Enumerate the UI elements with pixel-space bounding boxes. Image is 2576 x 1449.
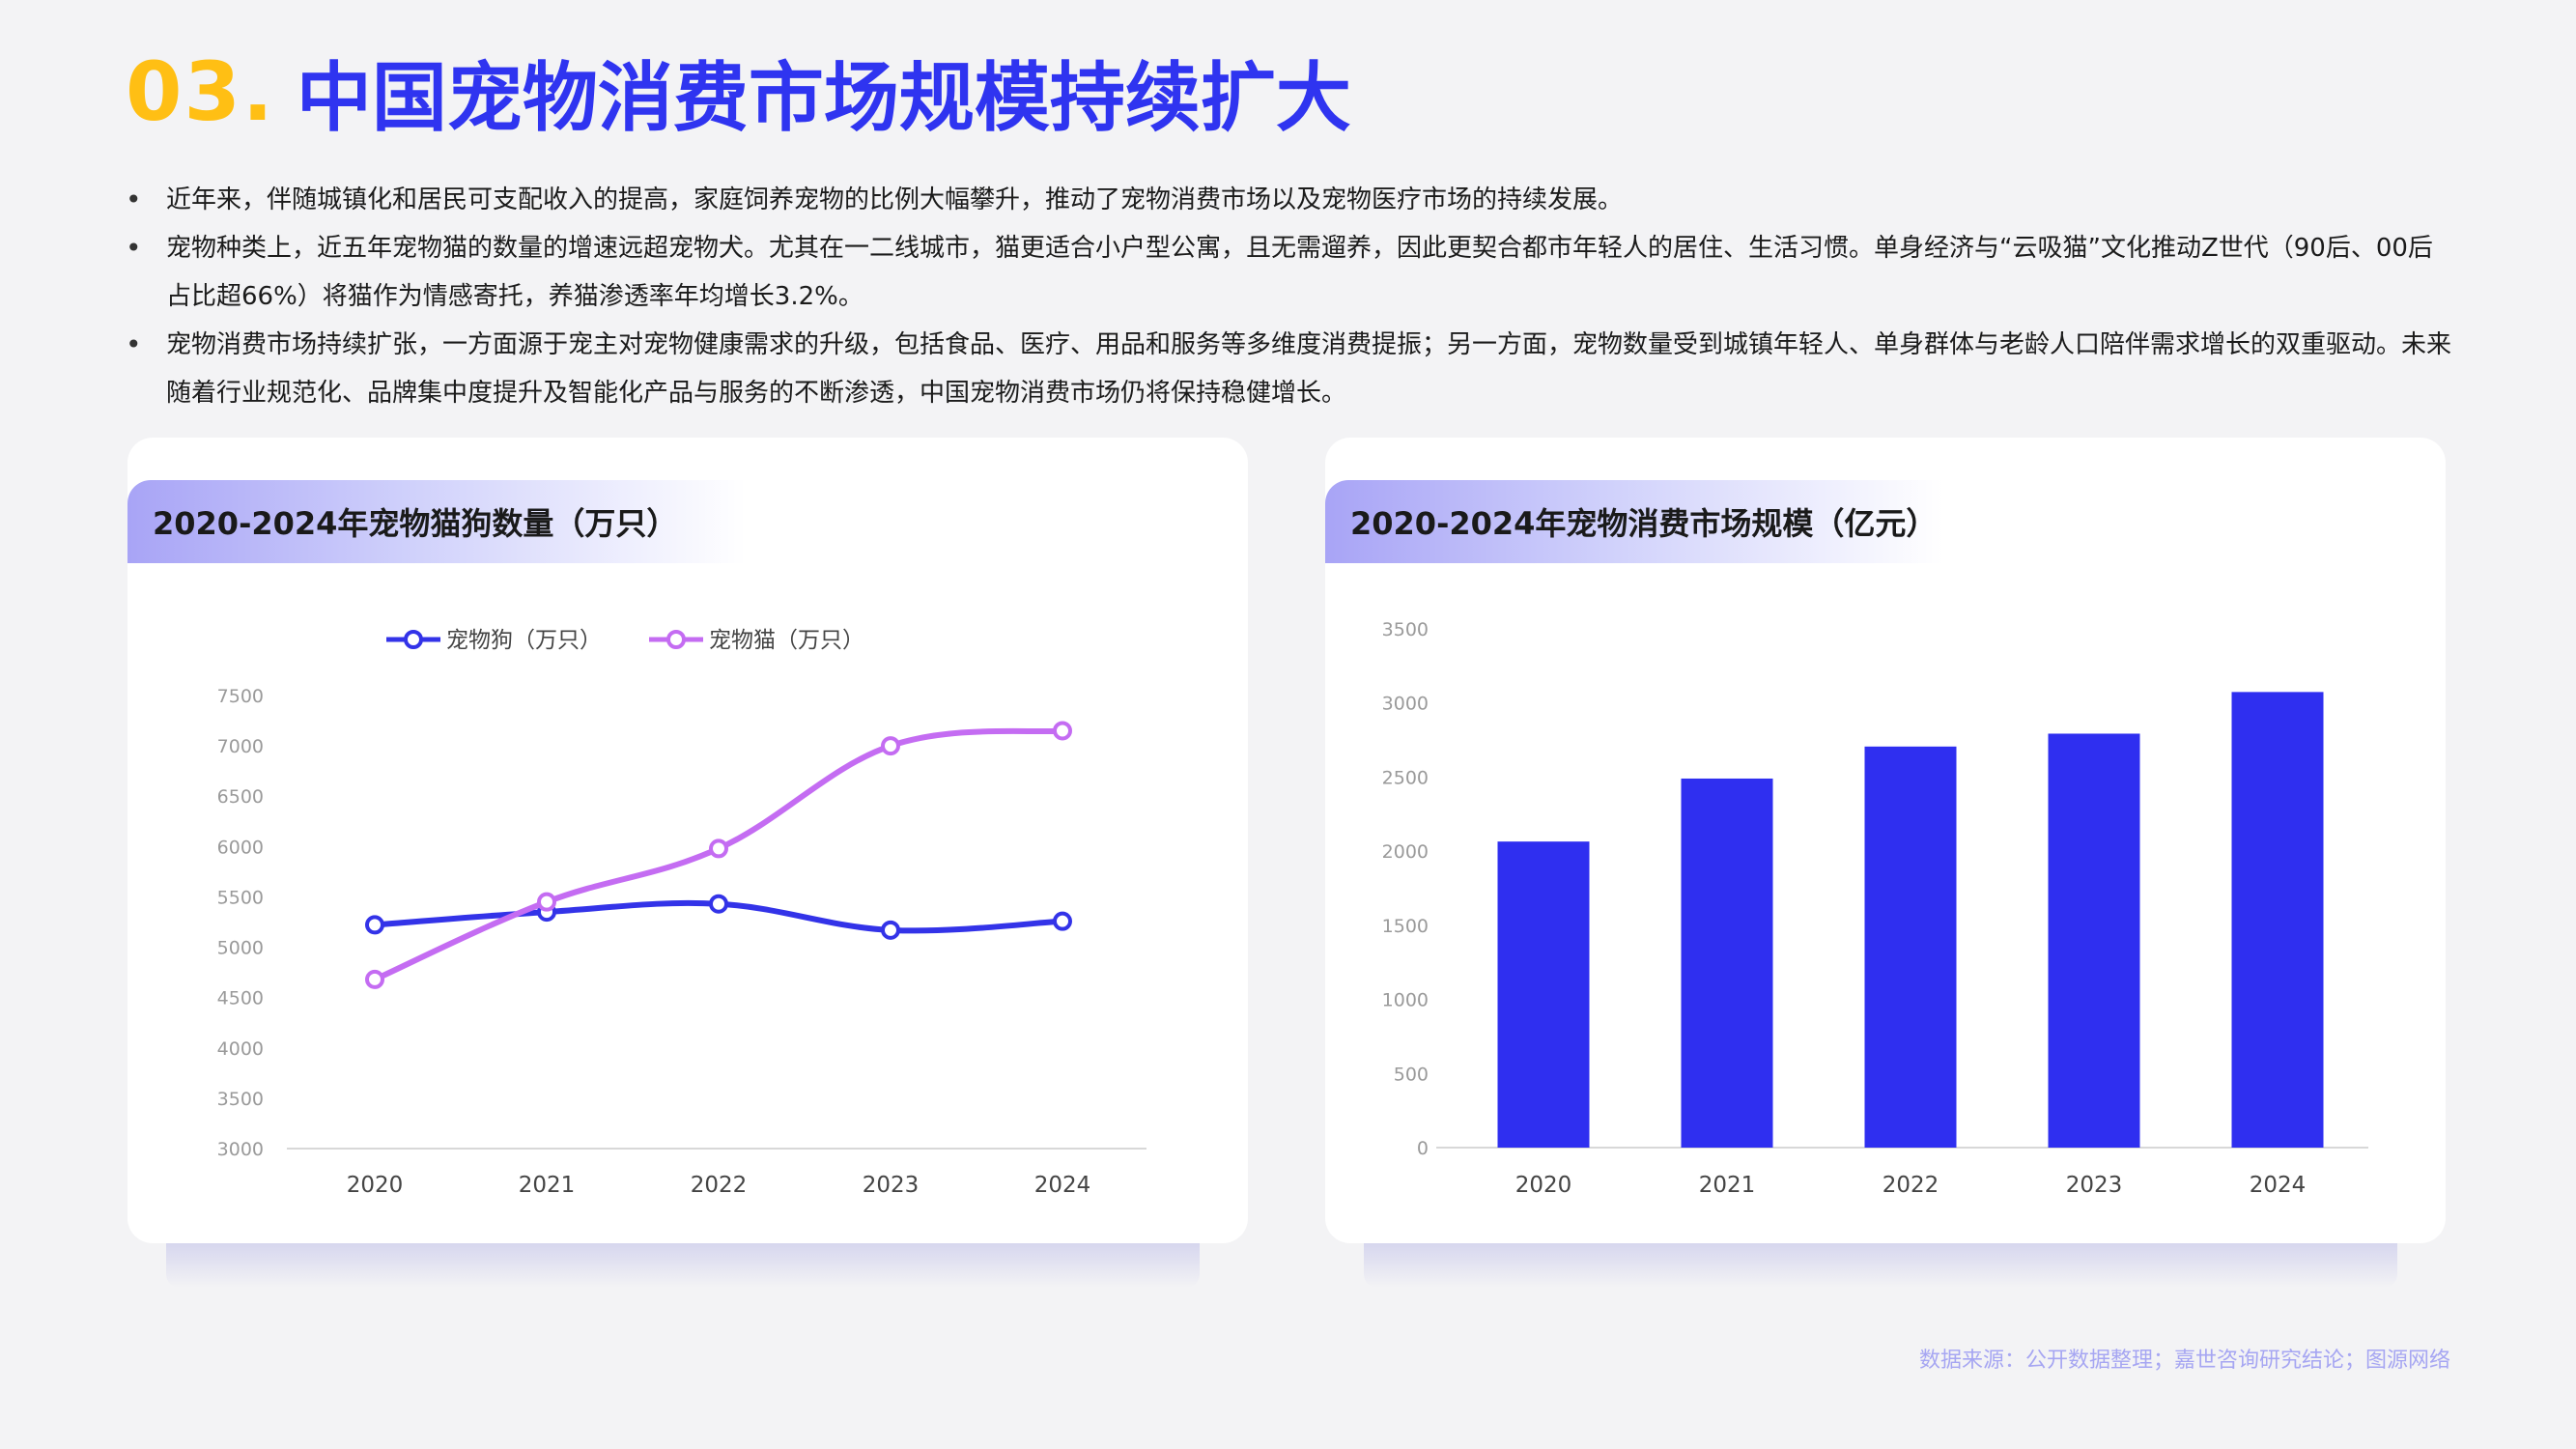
bullet-list: 近年来，伴随城镇化和居民可支配收入的提高，家庭饲养宠物的比例大幅攀升，推动了宠物… — [126, 176, 2453, 417]
bullet-item: 近年来，伴随城镇化和居民可支配收入的提高，家庭饲养宠物的比例大幅攀升，推动了宠物… — [126, 176, 2453, 224]
chart-title: 2020-2024年宠物消费市场规模（亿元） — [1350, 505, 1938, 542]
chart-title: 2020-2024年宠物猫狗数量（万只） — [153, 505, 678, 542]
bar — [1497, 841, 1590, 1148]
y-tick-label: 1500 — [1382, 916, 1429, 937]
x-tick-label: 2024 — [1034, 1173, 1091, 1198]
line-chart-panel: 2020-2024年宠物猫狗数量（万只） 3000 3500 4000 4500 500… — [127, 438, 1248, 1243]
data-point — [365, 969, 384, 989]
bar-chart: 0 500 1000 1500 2000 2500 3000 3500 2020 2021 2022… — [1382, 619, 2368, 1198]
data-point — [881, 736, 900, 756]
y-tick-label: 5000 — [217, 938, 264, 959]
legend-label: 宠物猫（万只） — [709, 628, 864, 653]
panel-shadow — [1364, 1243, 2397, 1288]
y-tick-label: 2000 — [1382, 841, 1429, 863]
y-tick-label: 6000 — [217, 837, 264, 858]
bar — [1864, 746, 1957, 1148]
chart-header: 2020-2024年宠物消费市场规模（亿元） — [1325, 480, 1943, 563]
data-point — [881, 920, 900, 940]
page-title: 03. 中国宠物消费市场规模持续扩大 — [126, 39, 1351, 145]
title-text: 中国宠物消费市场规模持续扩大 — [296, 55, 1351, 142]
line-chart: 3000 3500 4000 4500 5000 5500 6000 6500 7000 7500… — [217, 628, 1146, 1198]
data-point — [537, 892, 556, 912]
data-point — [709, 894, 728, 914]
y-tick-label: 7500 — [217, 686, 264, 707]
chart-header: 2020-2024年宠物猫狗数量（万只） — [127, 480, 746, 563]
y-tick-label: 5500 — [217, 887, 264, 908]
x-tick-label: 2022 — [691, 1173, 748, 1198]
data-point — [709, 838, 728, 859]
x-tick-label: 2023 — [863, 1173, 920, 1198]
data-point — [1053, 911, 1072, 931]
y-tick-label: 3000 — [1382, 694, 1429, 715]
bar-chart-panel: 2020-2024年宠物消费市场规模（亿元） 0 500 1000 1500 2000 2… — [1325, 438, 2446, 1243]
x-tick-label: 2021 — [1699, 1173, 1756, 1198]
y-tick-label: 3500 — [1382, 619, 1429, 640]
bullet-item: 宠物消费市场持续扩张，一方面源于宠主对宠物健康需求的升级，包括食品、医疗、用品和… — [126, 321, 2453, 417]
bar — [2231, 692, 2324, 1148]
x-tick-label: 2024 — [2250, 1173, 2307, 1198]
bar — [2048, 733, 2140, 1148]
data-source: 数据来源：公开数据整理；嘉世咨询研究结论；图源网络 — [1918, 1349, 2450, 1373]
legend-label: 宠物狗（万只） — [446, 628, 602, 653]
x-tick-label: 2020 — [347, 1173, 404, 1198]
x-tick-label: 2023 — [2066, 1173, 2123, 1198]
y-tick-label: 7000 — [217, 736, 264, 757]
bullet-item: 宠物种类上，近五年宠物猫的数量的增速远超宠物犬。尤其在一二线城市，猫更适合小户型… — [126, 224, 2453, 321]
panel-shadow — [166, 1243, 1200, 1288]
data-point — [1053, 721, 1072, 741]
y-tick-label: 3000 — [217, 1139, 264, 1160]
y-tick-label: 2500 — [1382, 767, 1429, 788]
data-point — [365, 915, 384, 935]
y-tick-label: 500 — [1394, 1064, 1429, 1085]
y-tick-label: 1000 — [1382, 990, 1429, 1011]
y-tick-label: 3500 — [217, 1089, 264, 1110]
x-tick-label: 2021 — [519, 1173, 576, 1198]
legend-marker — [404, 630, 423, 649]
y-tick-label: 4000 — [217, 1038, 264, 1060]
x-tick-label: 2022 — [1882, 1173, 1939, 1198]
y-tick-label: 0 — [1417, 1138, 1429, 1159]
x-tick-label: 2020 — [1515, 1173, 1572, 1198]
y-tick-label: 4500 — [217, 988, 264, 1009]
legend-marker — [666, 630, 686, 649]
y-tick-label: 6500 — [217, 786, 264, 808]
section-number: 03. — [126, 44, 275, 139]
bar — [1681, 778, 1773, 1148]
